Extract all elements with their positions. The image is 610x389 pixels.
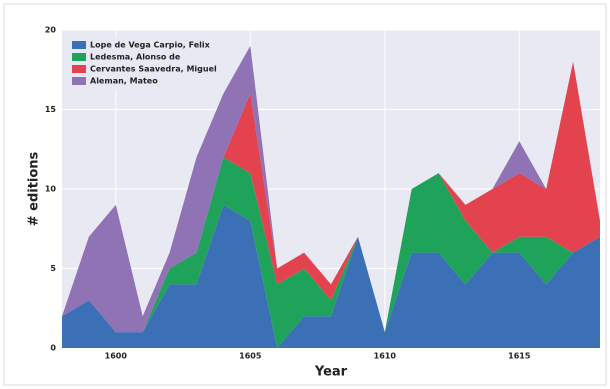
x-tick-label: 1605: [239, 352, 262, 361]
area: [62, 61, 600, 333]
area: [62, 45, 600, 333]
legend-label: Aleman, Mateo: [90, 77, 158, 86]
y-tick-label: 15: [45, 105, 57, 114]
x-tick-label: 1615: [508, 352, 531, 361]
legend-label: Lope de Vega Carpio, Felix: [90, 41, 211, 50]
legend-swatch: [72, 41, 86, 49]
x-axis-label: Year: [314, 365, 348, 380]
y-tick-label: 20: [45, 26, 57, 35]
y-tick-label: 10: [45, 185, 57, 194]
legend-swatch: [72, 65, 86, 73]
legend-label: Ledesma, Alonso de: [90, 53, 181, 62]
legend-label: Cervantes Saavedra, Miguel: [90, 65, 217, 74]
y-tick-label: 5: [50, 264, 56, 273]
legend-swatch: [72, 53, 86, 61]
y-tick-label: 0: [50, 344, 56, 353]
x-tick-label: 1610: [374, 352, 397, 361]
x-tick-label: 1600: [105, 352, 128, 361]
legend-swatch: [72, 77, 86, 85]
area: [62, 204, 600, 348]
y-axis-label: # editions: [27, 151, 42, 226]
legend-box: [68, 36, 218, 90]
